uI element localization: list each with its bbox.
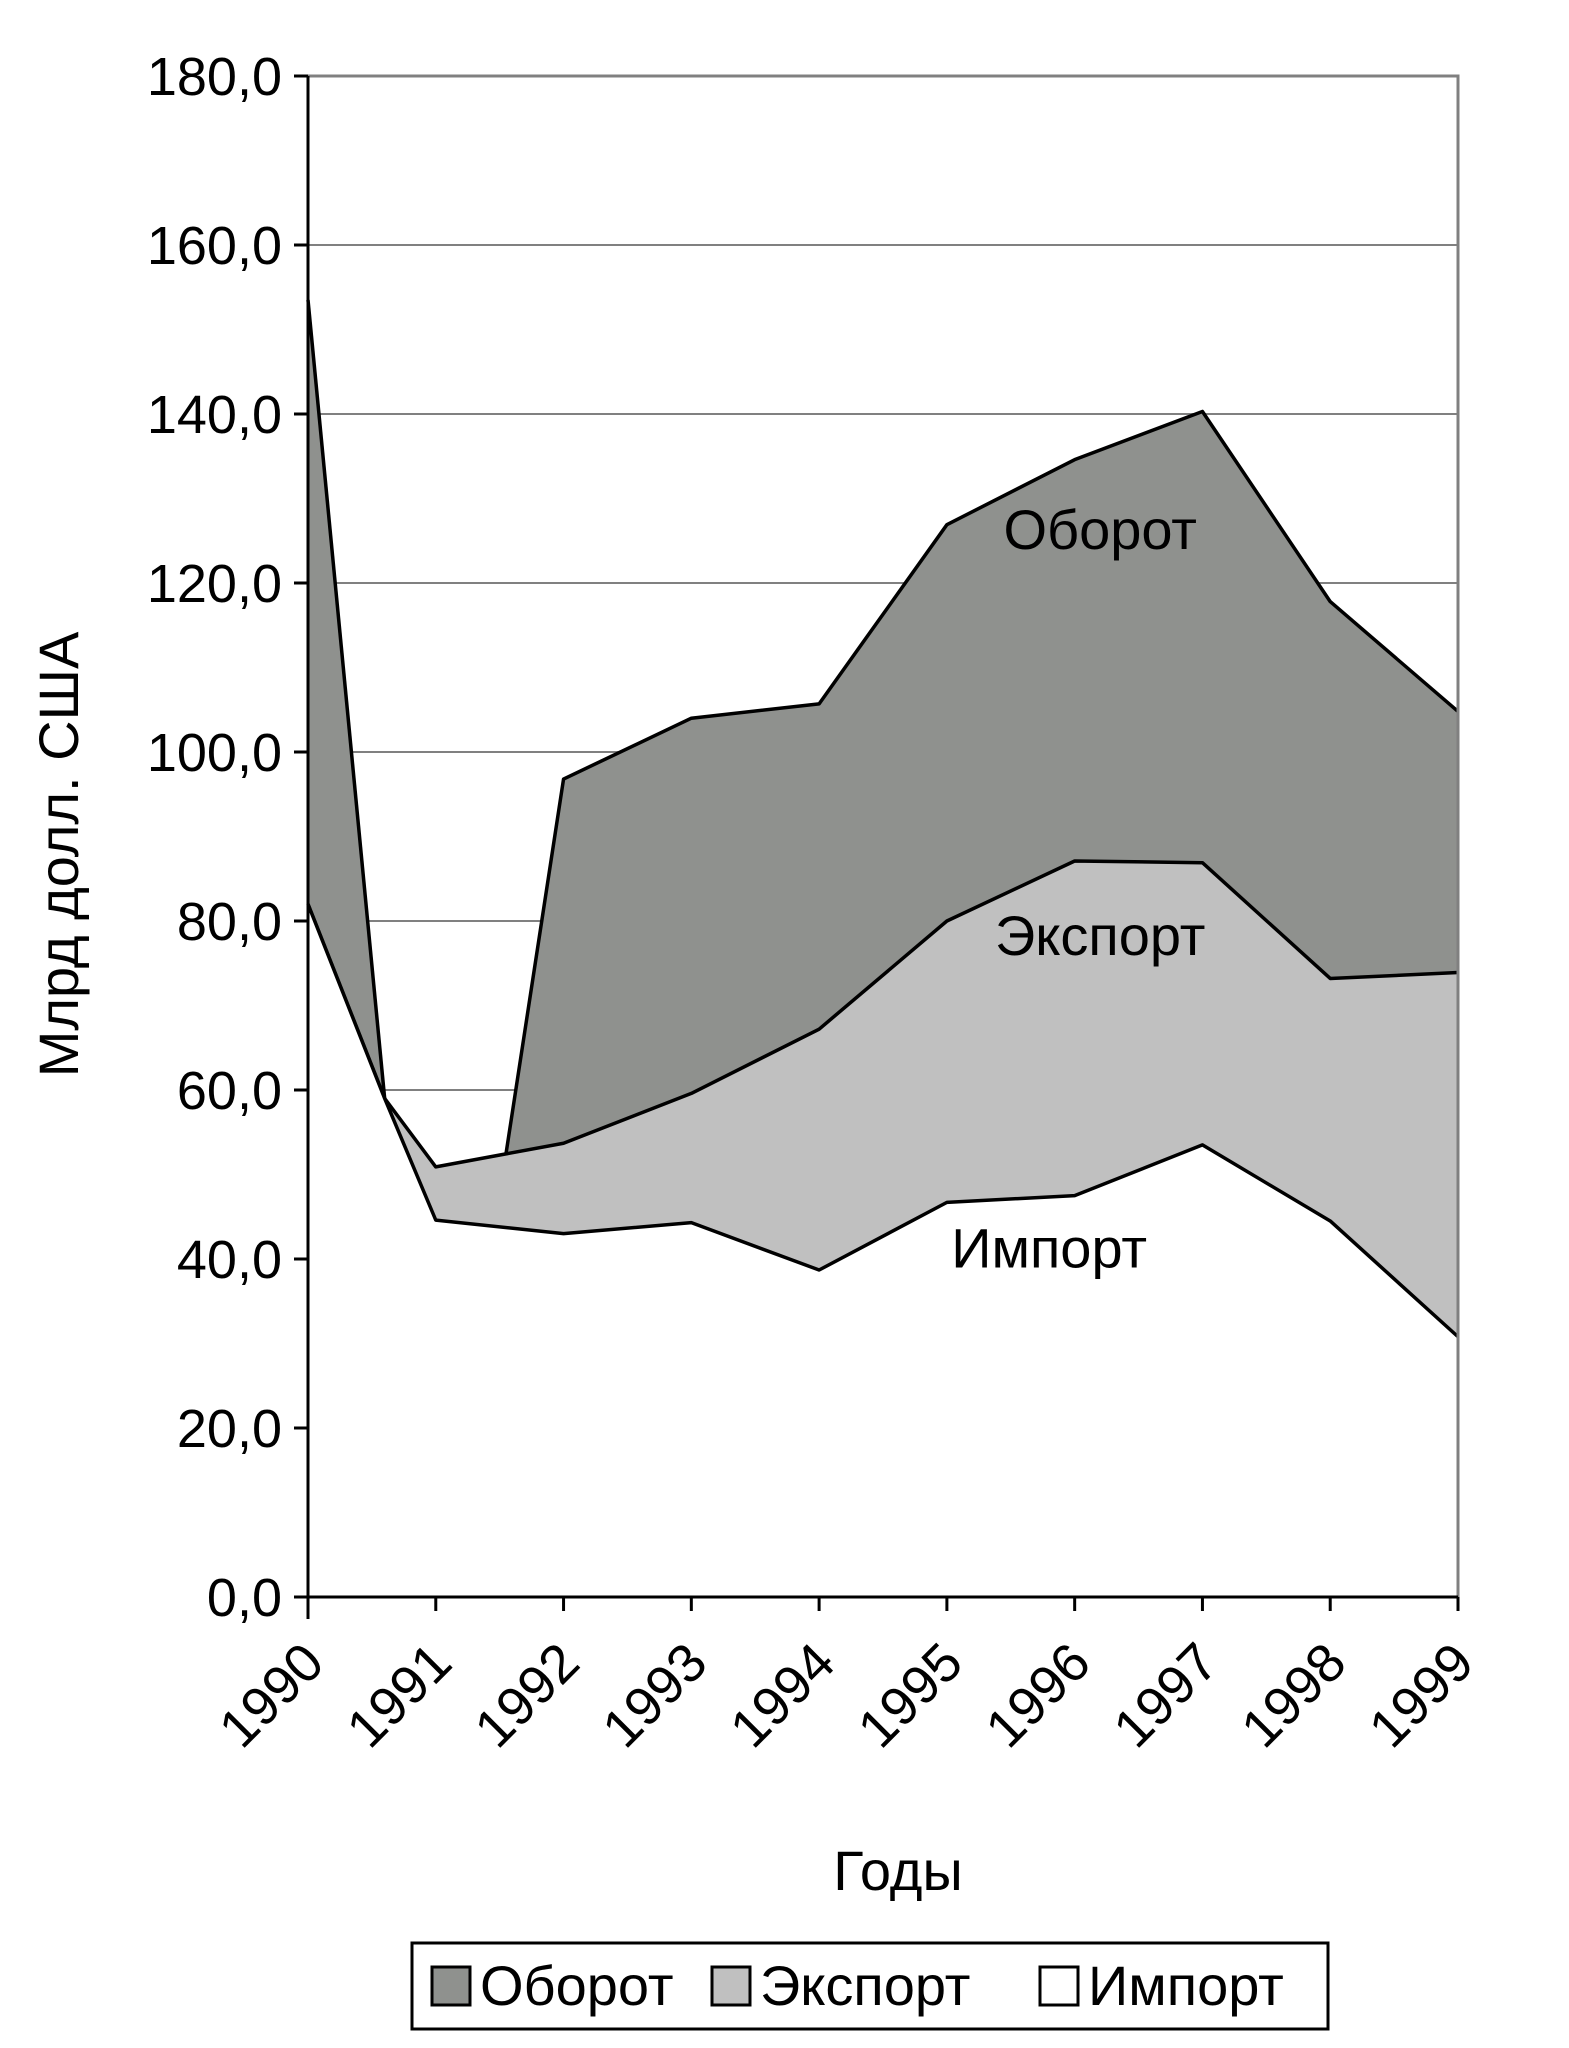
x-tick-label: 1990 bbox=[208, 1632, 335, 1759]
x-tick-label: 1992 bbox=[463, 1632, 590, 1759]
y-tick-label: 60,0 bbox=[177, 1061, 282, 1121]
legend-box bbox=[410, 1941, 1330, 2031]
y-axis-title: Млрд долл. США bbox=[27, 631, 90, 1077]
legend-label: Экспорт bbox=[760, 1954, 970, 2017]
x-tick-label: 1997 bbox=[1102, 1632, 1229, 1759]
x-tick-label: 1999 bbox=[1358, 1632, 1485, 1759]
y-tick-labels: 0,0 20,0 40,0 60,0 80,0 100,0 120,0 140,0 160,0 1… bbox=[147, 47, 282, 1628]
legend-label: Оборот bbox=[480, 1954, 673, 2017]
x-tick-label: 1998 bbox=[1230, 1632, 1357, 1759]
x-tick-label: 1991 bbox=[336, 1632, 463, 1759]
series-line-0 bbox=[504, 409, 1460, 1154]
area-annotation: Импорт bbox=[951, 1216, 1147, 1279]
area-annotation: Экспорт bbox=[995, 904, 1205, 967]
area-2 bbox=[308, 904, 1458, 1597]
x-tick-label: 1993 bbox=[591, 1632, 718, 1759]
legend-swatch bbox=[430, 1965, 472, 2007]
legend-swatch bbox=[710, 1965, 752, 2007]
y-tick-label: 120,0 bbox=[147, 554, 282, 614]
y-tick-label: 80,0 bbox=[177, 892, 282, 952]
y-tick-label: 0,0 bbox=[207, 1568, 282, 1628]
y-tick-label: 40,0 bbox=[177, 1230, 282, 1290]
x-tick-label: 1994 bbox=[719, 1632, 846, 1759]
y-tick-label: 140,0 bbox=[147, 385, 282, 445]
x-axis-title: Годы bbox=[833, 1839, 962, 1902]
series-line-1 bbox=[306, 859, 1459, 1169]
y-tick-label: 100,0 bbox=[147, 723, 282, 783]
y-tick-label: 180,0 bbox=[147, 47, 282, 107]
x-tick-label: 1995 bbox=[847, 1632, 974, 1759]
area-annotations: Оборот Экспорт Импорт bbox=[951, 498, 1205, 1279]
y-tick-label: 20,0 bbox=[177, 1399, 282, 1459]
area-annotation: Оборот bbox=[1003, 498, 1196, 561]
legend: Оборот Экспорт Импорт bbox=[410, 1941, 1330, 2031]
y-tick-label: 160,0 bbox=[147, 216, 282, 276]
series-line-0 bbox=[306, 299, 387, 1099]
series-line-2 bbox=[306, 903, 1460, 1339]
legend-swatch bbox=[1038, 1965, 1080, 2007]
axes bbox=[294, 74, 1460, 1619]
x-tick-labels: 1990 1991 1992 1993 1994 1995 1996 1997 1998 1999 bbox=[208, 1632, 1485, 1759]
x-tick-label: 1996 bbox=[975, 1632, 1102, 1759]
area-series bbox=[306, 299, 1460, 1598]
legend-label: Импорт bbox=[1088, 1954, 1284, 2017]
